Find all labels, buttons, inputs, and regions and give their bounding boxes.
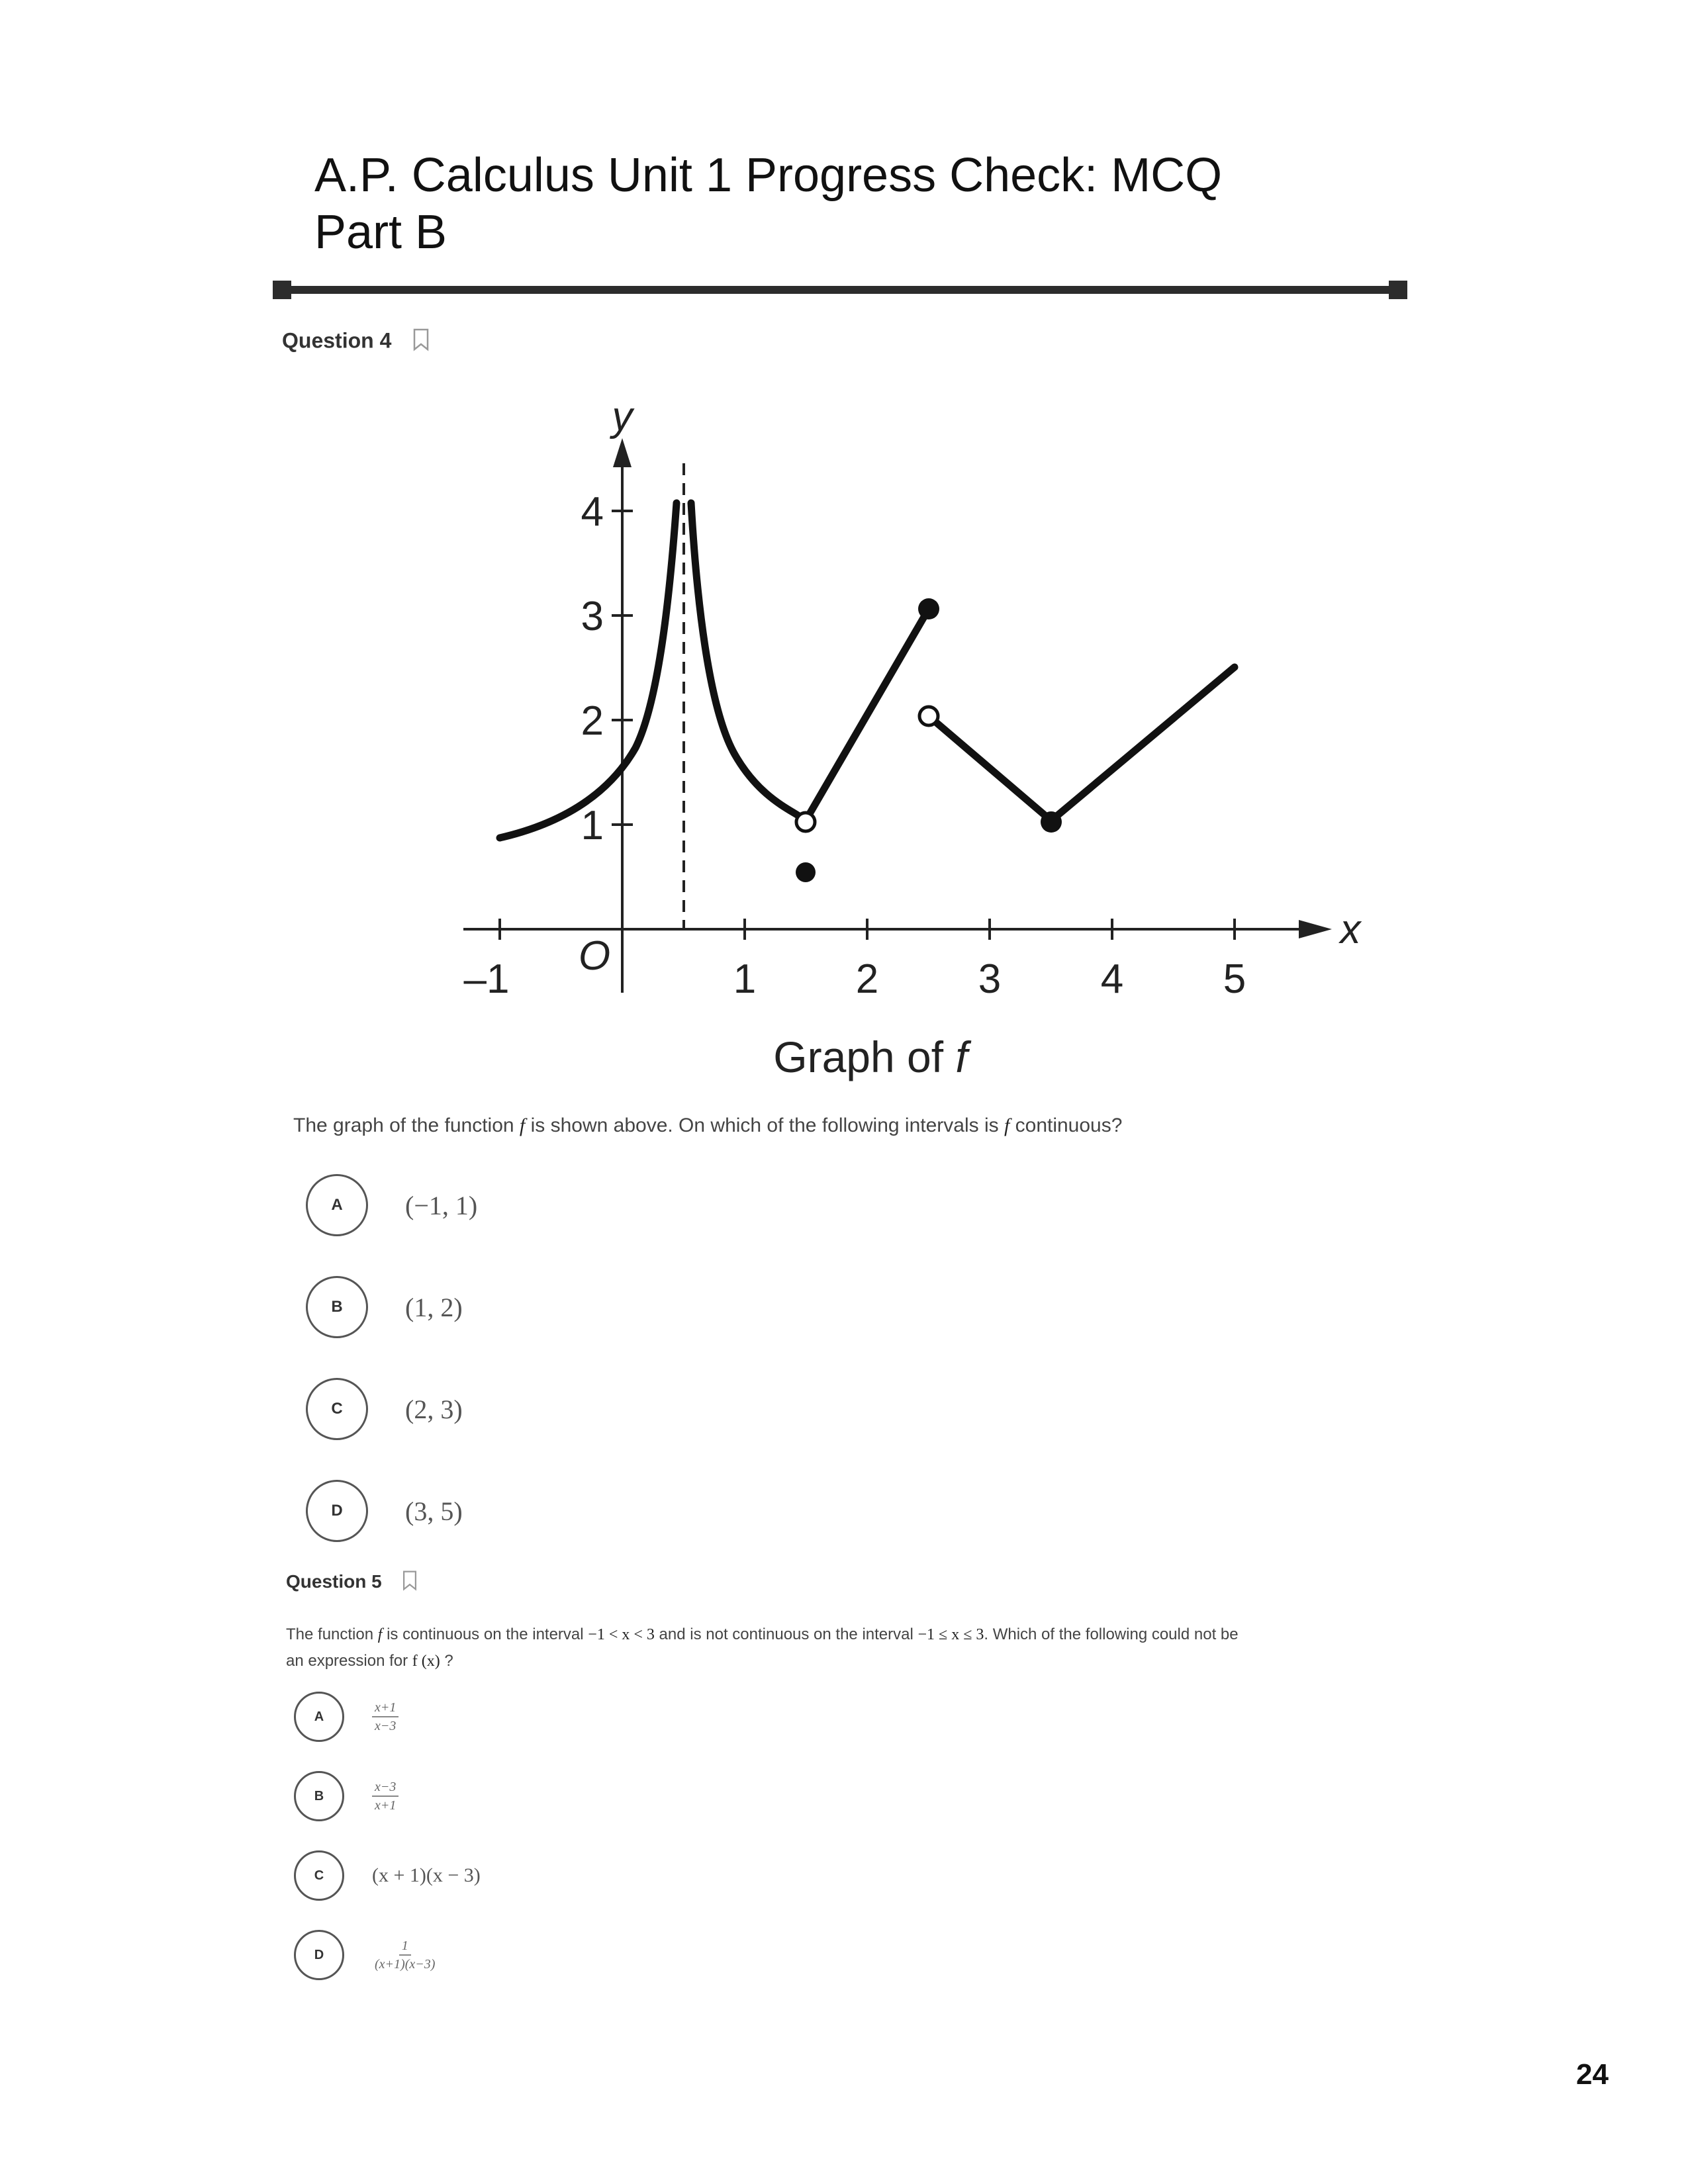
curve-descending-segment xyxy=(925,712,1055,825)
q5-choice-d-numerator: 1 xyxy=(399,1938,411,1956)
q4-choice-d[interactable]: D (3, 5) xyxy=(306,1480,463,1542)
q5-choice-b[interactable]: B x−3 x+1 xyxy=(294,1771,399,1821)
q5-choice-a[interactable]: A x+1 x−3 xyxy=(294,1692,399,1742)
y-tick-label-2: 2 xyxy=(581,698,604,744)
q4-choice-d-bubble[interactable]: D xyxy=(306,1480,368,1542)
question-4-heading: Question 4 xyxy=(282,328,430,357)
q5-choice-a-fraction: x+1 x−3 xyxy=(372,1700,399,1733)
q5-choice-b-denominator: x+1 xyxy=(375,1798,397,1813)
question-5-prompt: The function f is continuous on the inte… xyxy=(286,1621,1239,1674)
open-point-1-5 xyxy=(794,811,817,833)
q5-choice-c-bubble[interactable]: C xyxy=(294,1850,344,1901)
q5-choice-c-text: (x + 1)(x − 3) xyxy=(372,1864,481,1886)
x-tick-label-1: 1 xyxy=(733,956,756,1002)
page-title: A.P. Calculus Unit 1 Progress Check: MCQ… xyxy=(314,147,1222,261)
q5-choice-c[interactable]: C (x + 1)(x − 3) xyxy=(294,1850,481,1901)
q5-choice-b-numerator: x−3 xyxy=(372,1780,399,1797)
question-4-label: Question 4 xyxy=(282,328,392,353)
open-point-2-5 xyxy=(917,705,940,727)
x-ticks xyxy=(498,919,1236,940)
graph-caption: Graph of f xyxy=(773,1032,972,1081)
closed-point-1-5 xyxy=(796,862,816,882)
closed-point-2-5 xyxy=(918,598,939,619)
bookmark-icon[interactable] xyxy=(401,1570,418,1596)
page-title-line-1: A.P. Calculus Unit 1 Progress Check: MCQ xyxy=(314,149,1223,202)
q4-choice-c-text: (2, 3) xyxy=(405,1394,463,1424)
question-5-heading: Question 5 xyxy=(286,1570,418,1596)
q4-choice-a-bubble[interactable]: A xyxy=(306,1174,368,1236)
graph-caption-var: f xyxy=(955,1032,972,1081)
function-curve xyxy=(496,499,1239,842)
y-ticks xyxy=(612,510,633,826)
y-tick-label-1: 1 xyxy=(581,803,604,848)
y-axis-arrow xyxy=(613,438,632,467)
divider-left-cap xyxy=(273,281,291,299)
question-4-prompt: The graph of the function f is shown abo… xyxy=(293,1115,1123,1136)
question-5-prompt-line-1: The function f is continuous on the inte… xyxy=(286,1625,1239,1643)
question-5-prompt-line-2: an expression for f (x) ? xyxy=(286,1652,453,1670)
q4-choice-b-bubble[interactable]: B xyxy=(306,1276,368,1338)
q5-choice-d-denominator: (x+1)(x−3) xyxy=(375,1957,436,1972)
x-tick-label-3: 3 xyxy=(978,956,1001,1002)
bookmark-icon[interactable] xyxy=(412,328,430,357)
q4-choice-b[interactable]: B (1, 2) xyxy=(306,1276,463,1338)
q5-choice-d-fraction: 1 (x+1)(x−3) xyxy=(372,1938,438,1972)
q4-choice-d-text: (3, 5) xyxy=(405,1496,463,1526)
curve-rising-segment xyxy=(802,605,933,825)
graph-of-f: –1 1 2 3 4 5 1 2 3 4 O x y Graph of f xyxy=(463,394,1362,1081)
q4-choice-c[interactable]: C (2, 3) xyxy=(306,1378,463,1440)
divider-right-cap xyxy=(1389,281,1407,299)
x-tick-label-5: 5 xyxy=(1223,956,1246,1002)
x-tick-label-2: 2 xyxy=(856,956,878,1002)
x-tick-label-neg1: –1 xyxy=(464,956,510,1002)
question-5-label: Question 5 xyxy=(286,1570,382,1592)
y-tick-label-3: 3 xyxy=(581,594,604,639)
q5-choice-b-bubble[interactable]: B xyxy=(294,1771,344,1821)
x-tick-label-4: 4 xyxy=(1101,956,1123,1002)
page-number: 24 xyxy=(1576,2058,1609,2091)
closed-point-3-5 xyxy=(1041,811,1062,833)
q4-choice-a[interactable]: A (−1, 1) xyxy=(306,1174,477,1236)
q5-choice-a-numerator: x+1 xyxy=(372,1700,399,1717)
y-axis-label: y xyxy=(610,394,635,439)
q4-choice-c-bubble[interactable]: C xyxy=(306,1378,368,1440)
curve-final-segment xyxy=(1047,663,1239,825)
q4-choice-a-text: (−1, 1) xyxy=(405,1190,478,1220)
x-axis-label: x xyxy=(1338,907,1362,952)
page-title-line-2: Part B xyxy=(314,206,447,259)
q5-choice-d-bubble[interactable]: D xyxy=(294,1930,344,1980)
origin-label: O xyxy=(579,933,610,979)
graph-caption-prefix: Graph of xyxy=(773,1032,955,1081)
q4-choice-b-text: (1, 2) xyxy=(405,1292,463,1322)
y-tick-label-4: 4 xyxy=(581,489,604,535)
curve-left-branch xyxy=(496,499,680,842)
q5-choice-a-bubble[interactable]: A xyxy=(294,1692,344,1742)
q5-choice-a-denominator: x−3 xyxy=(375,1719,397,1733)
title-divider xyxy=(277,286,1402,294)
x-axis-arrow xyxy=(1299,920,1332,938)
q5-choice-d[interactable]: D 1 (x+1)(x−3) xyxy=(294,1930,438,1980)
q5-choice-b-fraction: x−3 x+1 xyxy=(372,1780,399,1813)
curve-right-branch xyxy=(687,499,810,825)
